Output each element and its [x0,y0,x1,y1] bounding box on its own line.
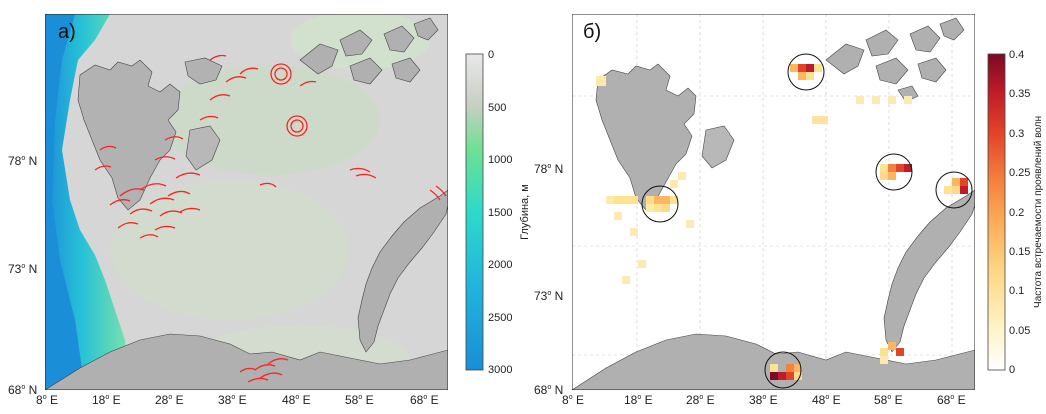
lon-tick-18: 18o E [92,393,121,407]
depth-tick: 3000 [488,364,512,376]
novaya-zemlya [357,189,448,353]
lat-tick-78: 78o N [534,162,563,176]
franz-josef-land [825,17,965,103]
frequency-colorbar-bar [987,53,1006,371]
lat-tick-73: 73o N [534,289,563,303]
highlight-circles [641,53,973,389]
svalbard-land [595,63,697,211]
lon-tick-38: 38o E [218,393,247,407]
frequency-tick: 0 [1009,364,1015,376]
highlight-circle [641,185,679,223]
left-x-axis: 8o E 18o E 28o E 38o E 48o E 58o E 68o E [36,393,439,407]
lon-tick-68: 68o E [937,393,966,407]
wave-marks [94,54,447,383]
novaya-zemlya [883,189,975,353]
lon-tick-58: 58o E [345,393,374,407]
lat-tick-73: 73o N [8,262,37,276]
highlight-circle [764,351,802,389]
deep-water-core [45,14,85,390]
lon-tick-18: 18o E [624,393,653,407]
island-land [185,125,221,171]
depth-colorbar: 0 500 1000 1500 2000 2500 3000 Глубина, … [465,49,531,376]
svalbard-land [77,59,181,211]
frequency-tick: 0.1 [1009,285,1024,297]
depth-tick: 0 [488,49,494,61]
lon-tick-28: 28o E [155,393,184,407]
panel-label-a: а) [58,21,76,43]
frequency-tick: 0.05 [1009,325,1030,337]
franz-josef-land [299,17,439,85]
bank-patch [110,180,350,320]
depth-tick: 2500 [488,312,512,324]
left-map [45,14,448,390]
lat-tick-78: 78o N [8,154,37,168]
depth-colorbar-bar [465,53,484,371]
island-land [701,125,735,169]
depth-tick: 1500 [488,207,512,219]
lon-tick-8: 8o E [562,393,584,407]
depth-tick: 1000 [488,154,512,166]
left-y-axis: 78o N 73o N 68o N [8,154,37,397]
frequency-cells [596,64,968,380]
lat-tick-68: 68o N [534,383,563,397]
frequency-tick: 0.35 [1009,88,1030,100]
depth-tick: 2000 [488,259,512,271]
right-y-axis: 78o N 73o N 68o N [534,162,563,397]
mainland [572,333,975,390]
lon-tick-48: 48o E [812,393,841,407]
frequency-tick: 0.15 [1009,246,1030,258]
depth-colorbar-label: Глубина, м [519,184,531,240]
highlight-circle [787,53,825,91]
lon-tick-58: 58o E [874,393,903,407]
right-x-axis: 8o E 18o E 28o E 38o E 48o E 58o E 68o E [562,393,966,407]
highlight-circle [935,171,973,209]
right-map [572,14,975,390]
frequency-tick: 0.25 [1009,167,1030,179]
depth-tick: 500 [488,102,506,114]
lon-tick-48: 48o E [282,393,311,407]
lat-tick-68: 68o N [8,383,37,397]
lon-tick-68: 68o E [410,393,439,407]
frequency-tick: 0.2 [1009,207,1024,219]
mainland [45,333,448,390]
frequency-colorbar: 0.4 0.35 0.3 0.25 0.2 0.15 0.1 0.05 0 Ча… [987,49,1044,376]
lon-tick-8: 8o E [36,393,58,407]
lon-tick-38: 38o E [749,393,778,407]
highlight-circle [875,153,913,191]
frequency-tick: 0.4 [1009,49,1024,61]
frequency-tick: 0.3 [1009,128,1024,140]
panel-label-b: б) [583,21,601,43]
island-land [184,57,223,85]
lon-tick-28: 28o E [686,393,715,407]
frequency-colorbar-label: Частота встречаемости проявлений волн [1033,116,1044,308]
